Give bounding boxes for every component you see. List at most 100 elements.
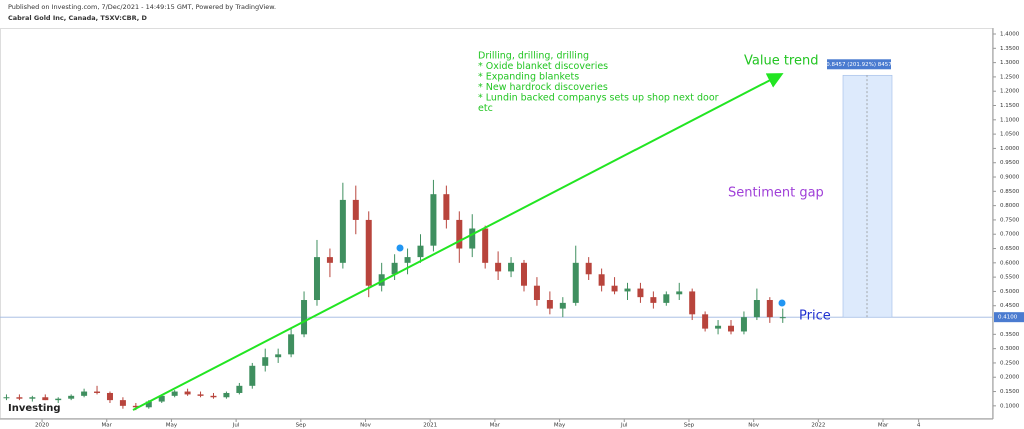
candle-body <box>456 219 463 249</box>
candle-body <box>339 199 346 263</box>
candle-body <box>223 392 230 398</box>
y-tick-label: 0.6000 <box>1000 260 1020 266</box>
logo: Investing <box>8 403 61 414</box>
candle-body <box>520 262 527 286</box>
note-line: Drilling, drilling, drilling <box>478 51 589 62</box>
y-tick-label: 0.4500 <box>1000 303 1020 309</box>
candle-body <box>301 300 308 335</box>
y-tick-label: 1.2000 <box>1000 89 1020 95</box>
candle-body <box>663 294 670 303</box>
candle-body <box>184 391 191 395</box>
candle-body <box>559 302 566 309</box>
note-line: * Expanding blankets <box>478 72 579 83</box>
value-trend-label: Value trend <box>744 54 818 69</box>
candle-body <box>533 285 540 301</box>
note-line: * Oxide blanket discoveries <box>478 61 608 72</box>
y-tick-label: 0.1500 <box>1000 389 1020 395</box>
candle-body <box>210 395 217 398</box>
plot-layer: 0.1000 0.1500 0.2000 0.2500 0.3000 0.3500 0.45… <box>0 32 1024 429</box>
x-tick-label: May <box>166 423 178 429</box>
note-line: * New hardrock discoveries <box>478 82 608 93</box>
candle-body <box>81 391 88 396</box>
y-tick-label: 1.3500 <box>1000 46 1020 52</box>
candle-body <box>55 398 62 401</box>
y-tick-label: 0.8500 <box>1000 189 1020 195</box>
x-tick-label: Nov <box>360 423 371 429</box>
candle-body <box>443 194 450 220</box>
measure-label: 0.8457 (201.92%) 8457 <box>826 62 892 68</box>
candle-body <box>624 288 631 292</box>
candle-body <box>158 395 165 402</box>
candle-body <box>585 262 592 275</box>
candle-body <box>352 199 359 220</box>
trend-arrow <box>132 73 784 411</box>
candle-body <box>404 257 411 263</box>
candle-body <box>728 325 735 332</box>
y-tick-label: 1.4000 <box>1000 32 1020 38</box>
x-tick-label: 2020 <box>35 423 49 429</box>
y-tick-label: 0.3000 <box>1000 346 1020 352</box>
x-tick-label: Sep <box>296 423 307 429</box>
candle-body <box>68 395 75 399</box>
candle-body <box>29 397 36 399</box>
candle-body <box>611 285 618 292</box>
y-tick-label: 0.2000 <box>1000 375 1020 381</box>
last-price-label: 0.4100 <box>998 315 1018 321</box>
candle-body <box>753 300 760 318</box>
candle-body <box>132 405 139 408</box>
candle-body <box>197 394 204 396</box>
y-tick-label: 1.1500 <box>1000 103 1020 109</box>
candle-body <box>637 288 644 298</box>
x-tick-label: Mar <box>490 423 501 429</box>
x-tick-label: 2021 <box>423 423 437 429</box>
y-tick-label: 0.9500 <box>1000 160 1020 166</box>
candle-body <box>469 228 476 249</box>
candle-body <box>495 262 502 272</box>
x-tick-label: Mar <box>878 423 889 429</box>
candle-body <box>546 300 553 309</box>
candle-body <box>288 334 295 355</box>
candle-body <box>236 385 243 393</box>
candle-body <box>430 194 437 246</box>
candle-body <box>572 262 579 303</box>
x-tick-label: Sep <box>684 423 695 429</box>
candle-body <box>740 317 747 332</box>
published-line: Published on Investing.com, 7/Dec/2021 -… <box>8 3 276 11</box>
candle-body <box>119 400 126 406</box>
y-tick-label: 0.2500 <box>1000 360 1020 366</box>
candle-body <box>779 317 786 319</box>
candle-body <box>689 291 696 315</box>
sentiment-gap-label: Sentiment gap <box>728 186 824 201</box>
candle-body <box>171 391 178 396</box>
event-marker[interactable] <box>396 244 404 252</box>
x-tick-label: May <box>554 423 566 429</box>
candle-body <box>482 228 489 263</box>
candle-body <box>365 219 372 286</box>
candle-body <box>378 274 385 286</box>
candle-body <box>94 391 101 393</box>
candle-body <box>715 325 722 329</box>
x-tick-label: Jul <box>232 423 240 429</box>
y-tick-label: 1.0500 <box>1000 132 1020 138</box>
candle-body <box>650 297 657 303</box>
note-line: * Lundin backed companys sets up shop ne… <box>478 93 719 104</box>
candle-body <box>262 357 269 366</box>
y-tick-label: 1.3000 <box>1000 60 1020 66</box>
x-tick-label: 2022 <box>811 423 825 429</box>
candle-body <box>508 262 515 272</box>
last-price-box <box>994 312 1024 323</box>
y-tick-label: 1.2500 <box>1000 74 1020 80</box>
candle-body <box>676 291 683 295</box>
candle-body <box>16 397 23 399</box>
measure-box <box>842 74 893 318</box>
candle-body <box>42 397 49 401</box>
event-marker[interactable] <box>778 299 786 307</box>
y-tick-label: 0.5000 <box>1000 289 1020 295</box>
y-tick-label: 0.7500 <box>1000 217 1020 223</box>
symbol-line: Cabral Gold Inc, Canada, TSXV:CBR, D <box>8 14 147 22</box>
candle-body <box>313 257 320 301</box>
candle-body <box>326 257 333 263</box>
y-tick-label: 1.1000 <box>1000 117 1020 123</box>
x-tick-label: Jul <box>620 423 628 429</box>
